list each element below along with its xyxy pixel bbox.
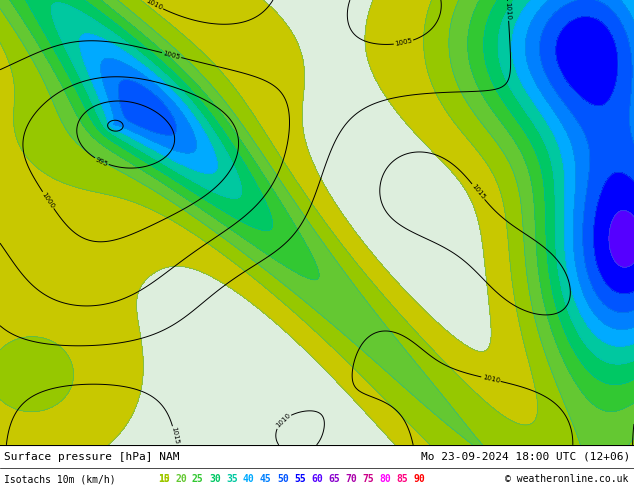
Text: 1005: 1005 [162, 50, 181, 60]
Text: 85: 85 [396, 474, 408, 484]
Text: 15: 15 [158, 474, 170, 484]
Text: 1010: 1010 [275, 413, 292, 429]
Text: 1010: 1010 [145, 0, 164, 11]
Text: 40: 40 [243, 474, 255, 484]
Text: 1010: 1010 [482, 374, 500, 384]
Text: 1005: 1005 [394, 38, 413, 48]
Text: 35: 35 [226, 474, 238, 484]
Text: 1015: 1015 [170, 426, 179, 445]
Text: Isotachs 10m (km/h): Isotachs 10m (km/h) [4, 474, 115, 484]
Text: 30: 30 [209, 474, 221, 484]
Text: 10: 10 [158, 474, 170, 484]
Text: 55: 55 [294, 474, 306, 484]
Text: 995: 995 [94, 156, 109, 167]
Text: 80: 80 [379, 474, 391, 484]
Text: 50: 50 [277, 474, 288, 484]
Text: 45: 45 [260, 474, 272, 484]
Text: 20: 20 [175, 474, 187, 484]
Text: 1000: 1000 [41, 191, 56, 209]
Text: 25: 25 [192, 474, 204, 484]
Text: 65: 65 [328, 474, 340, 484]
Text: 90: 90 [413, 474, 425, 484]
Text: Mo 23-09-2024 18:00 UTC (12+06): Mo 23-09-2024 18:00 UTC (12+06) [421, 452, 630, 462]
Text: 70: 70 [345, 474, 357, 484]
Text: 1015: 1015 [470, 183, 486, 200]
Text: 1010: 1010 [505, 1, 512, 20]
Text: © weatheronline.co.uk: © weatheronline.co.uk [505, 474, 628, 484]
Text: 60: 60 [311, 474, 323, 484]
Text: 75: 75 [362, 474, 374, 484]
Text: Surface pressure [hPa] NAM: Surface pressure [hPa] NAM [4, 452, 179, 462]
